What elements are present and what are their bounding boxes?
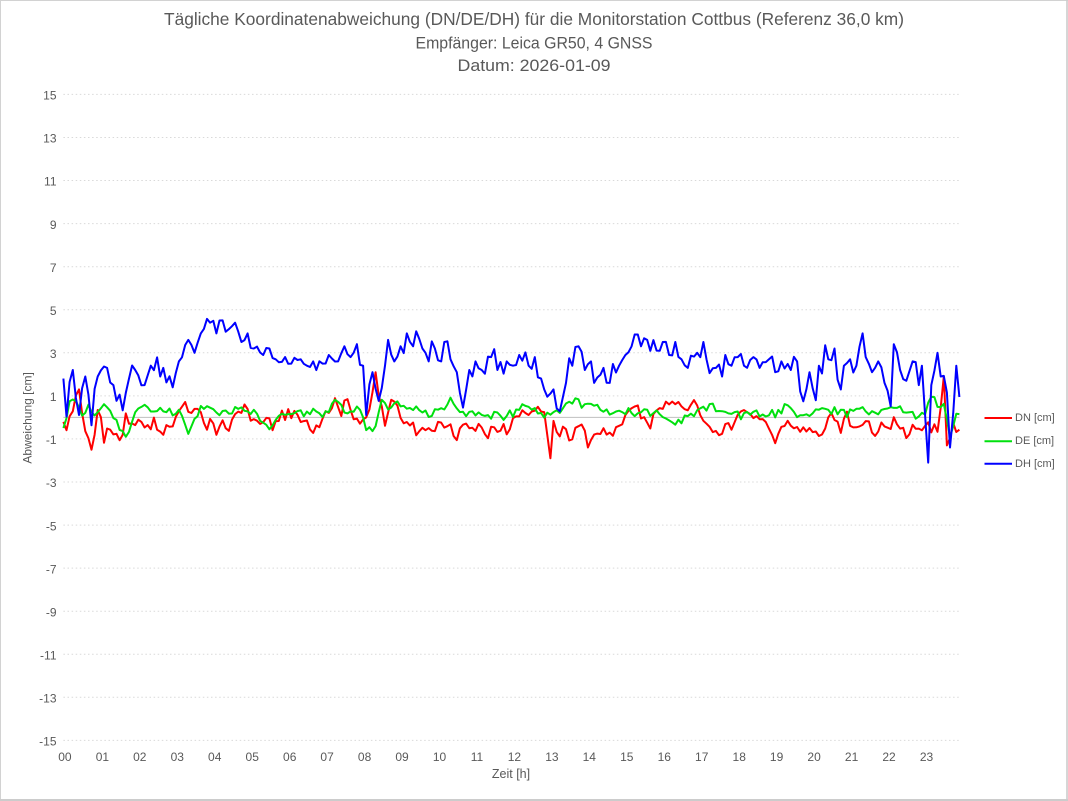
svg-text:-13: -13 [39, 692, 57, 706]
svg-text:DH [cm]: DH [cm] [1015, 458, 1055, 470]
svg-text:-11: -11 [40, 649, 57, 663]
svg-text:15: 15 [620, 750, 634, 764]
svg-text:22: 22 [882, 750, 896, 764]
svg-text:07: 07 [320, 750, 334, 764]
svg-text:9: 9 [50, 218, 57, 232]
svg-text:-3: -3 [46, 476, 57, 490]
svg-text:DE [cm]: DE [cm] [1015, 435, 1054, 447]
svg-text:Datum: 2026-01-09: Datum: 2026-01-09 [458, 57, 611, 75]
svg-text:-7: -7 [46, 562, 57, 576]
svg-text:Zeit [h]: Zeit [h] [492, 767, 530, 781]
svg-text:Tägliche Koordinatenabweichung: Tägliche Koordinatenabweichung (DN/DE/DH… [164, 9, 904, 29]
svg-text:06: 06 [283, 750, 297, 764]
svg-text:02: 02 [133, 750, 147, 764]
svg-text:00: 00 [58, 750, 72, 764]
svg-text:11: 11 [471, 750, 484, 764]
svg-text:5: 5 [50, 304, 57, 318]
svg-text:DN [cm]: DN [cm] [1015, 412, 1055, 424]
svg-text:15: 15 [43, 89, 57, 103]
svg-text:01: 01 [96, 750, 110, 764]
svg-text:13: 13 [43, 132, 57, 146]
svg-text:21: 21 [845, 750, 859, 764]
svg-text:12: 12 [508, 750, 522, 764]
svg-text:18: 18 [733, 750, 747, 764]
svg-text:3: 3 [50, 347, 57, 361]
svg-text:04: 04 [208, 750, 222, 764]
svg-text:-1: -1 [46, 433, 57, 447]
svg-text:Abweichung [cm]: Abweichung [cm] [21, 372, 35, 463]
svg-text:10: 10 [433, 750, 447, 764]
svg-text:7: 7 [50, 261, 57, 275]
svg-text:08: 08 [358, 750, 372, 764]
svg-text:-15: -15 [39, 735, 57, 749]
svg-text:09: 09 [395, 750, 409, 764]
svg-text:Empfänger: Leica GR50, 4 GNSS: Empfänger: Leica GR50, 4 GNSS [416, 34, 653, 52]
svg-text:16: 16 [658, 750, 672, 764]
svg-text:23: 23 [920, 750, 934, 764]
svg-text:20: 20 [807, 750, 821, 764]
svg-text:-5: -5 [46, 519, 57, 533]
svg-text:-9: -9 [46, 605, 57, 619]
svg-text:05: 05 [246, 750, 260, 764]
svg-text:03: 03 [171, 750, 185, 764]
svg-text:1: 1 [50, 390, 57, 404]
svg-text:17: 17 [695, 750, 709, 764]
svg-text:11: 11 [44, 175, 57, 189]
svg-text:19: 19 [770, 750, 784, 764]
svg-text:14: 14 [583, 750, 597, 764]
svg-text:13: 13 [545, 750, 559, 764]
